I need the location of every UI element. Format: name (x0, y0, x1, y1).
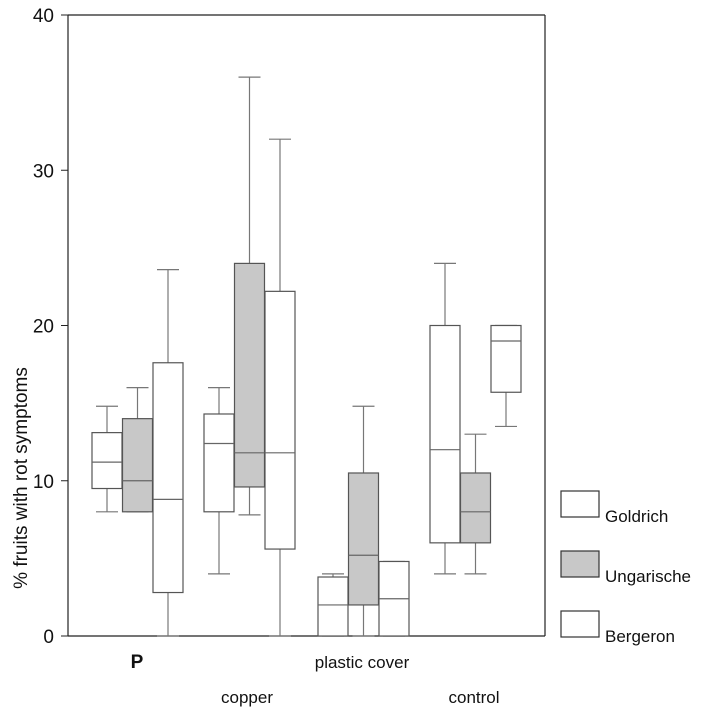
x-category-label: plastic cover (315, 653, 410, 672)
box-bergeron-plastic-cover (378, 560, 410, 637)
y-axis-label: % fruits with rot symptoms (11, 367, 32, 589)
y-tick-label: 10 (33, 472, 54, 493)
iqr-box (490, 324, 522, 393)
iqr-box (459, 472, 492, 544)
y-tick-label: 20 (33, 317, 54, 338)
iqr-box (152, 362, 184, 594)
box-bergeron-copper (264, 138, 296, 637)
box-groups (91, 76, 522, 637)
x-category-label: control (448, 688, 499, 707)
box-ungarische-control (459, 433, 492, 575)
y-tick-label: 0 (43, 627, 54, 648)
box-goldrich-copper (203, 387, 235, 575)
legend: Goldrich Ungarische Bergeron (560, 490, 691, 646)
legend-swatch (560, 490, 600, 518)
box-ungarische-p (121, 387, 154, 513)
box-goldrich-plastic-cover (317, 573, 349, 637)
legend-label: Bergeron (605, 627, 675, 646)
iqr-box (317, 576, 349, 637)
x-category-label: copper (221, 688, 273, 707)
y-tick-label: 30 (33, 161, 54, 182)
y-tick-label: 40 (33, 6, 54, 27)
iqr-box (91, 432, 123, 490)
x-category-label: P (131, 652, 144, 673)
iqr-box (233, 262, 266, 488)
iqr-box (429, 324, 461, 544)
y-axis-ticks: 0 10 20 30 40 (33, 6, 68, 648)
box-goldrich-control (429, 262, 461, 575)
box-bergeron-p (152, 269, 184, 637)
iqr-box (203, 413, 235, 513)
box-ungarische-plastic-cover (347, 405, 380, 637)
legend-swatch (560, 550, 600, 578)
iqr-box (121, 418, 154, 513)
legend-label: Ungarische (605, 567, 691, 586)
box-bergeron-control (490, 324, 522, 428)
legend-label: Goldrich (605, 507, 668, 526)
iqr-box (347, 472, 380, 606)
box-ungarische-copper (233, 76, 266, 516)
iqr-box (264, 290, 296, 550)
legend-swatch (560, 610, 600, 638)
box-goldrich-p (91, 405, 123, 513)
